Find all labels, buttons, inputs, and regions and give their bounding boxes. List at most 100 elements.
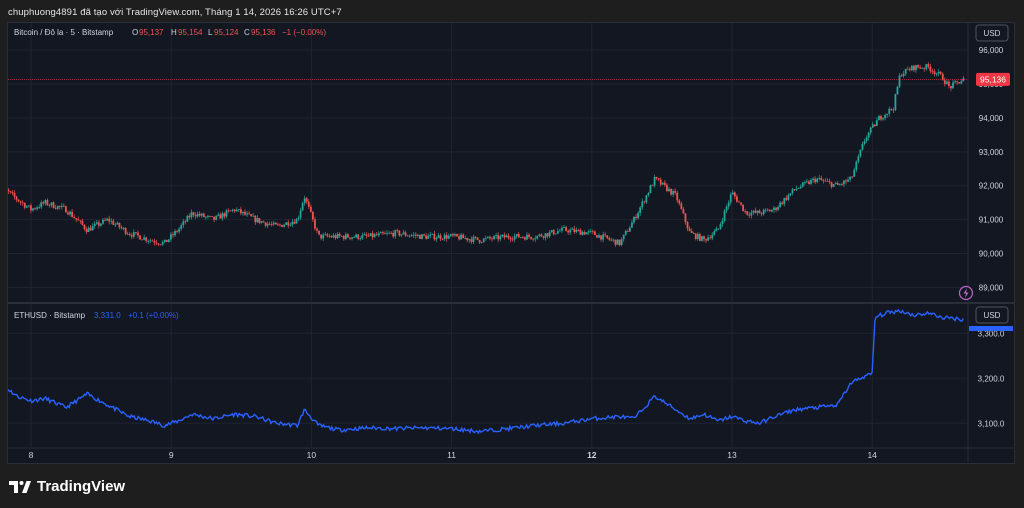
candle-body	[141, 239, 143, 241]
candle-body	[904, 68, 907, 74]
candle-body	[713, 231, 716, 235]
candle-body	[167, 239, 170, 242]
candle-body	[32, 208, 34, 211]
candle-body	[396, 230, 399, 232]
candle-body	[58, 205, 61, 207]
candle-body	[132, 232, 135, 237]
candle-body	[670, 188, 672, 195]
candle-body	[871, 124, 874, 128]
candle-body	[594, 231, 596, 236]
candle-body	[719, 224, 722, 229]
candle-body	[573, 228, 576, 233]
candle-body	[863, 141, 866, 144]
candle-body	[565, 227, 567, 231]
btc-symbol-label[interactable]: Bitcoin / Đô la · 5 · Bitstamp	[14, 28, 114, 37]
candle-body	[386, 232, 388, 234]
candle-body	[423, 234, 425, 236]
candle-body	[122, 228, 125, 229]
candle-body	[15, 196, 18, 200]
candle-body	[143, 237, 146, 240]
candle-body	[583, 231, 586, 235]
candle-body	[392, 232, 395, 237]
candle-body	[474, 236, 477, 238]
candle-body	[886, 113, 889, 115]
candle-body	[377, 233, 380, 236]
candle-body	[7, 189, 10, 192]
candle-body	[458, 236, 460, 240]
candle-body	[589, 230, 592, 232]
candle-body	[312, 211, 314, 220]
candle-body	[52, 202, 55, 209]
candle-body	[785, 198, 788, 200]
candle-body	[157, 243, 160, 245]
candle-body	[410, 235, 413, 236]
candle-body	[906, 68, 909, 70]
candle-body	[497, 235, 500, 240]
candle-body	[347, 234, 349, 238]
candle-body	[135, 232, 137, 233]
candle-body	[287, 222, 290, 226]
chart-container[interactable]: 89,00090,00091,00092,00093,00094,00095,0…	[0, 22, 1015, 464]
candle-body	[744, 211, 747, 212]
candle-body	[828, 181, 831, 183]
candle-body	[913, 65, 915, 71]
candle-body	[880, 116, 882, 120]
candle-body	[781, 202, 784, 204]
eth-price-axis[interactable]: 3,100.0 3,200.0 3,300.0	[978, 329, 1005, 428]
candle-body	[213, 216, 216, 220]
candle-body	[349, 237, 351, 239]
candle-body	[419, 234, 421, 239]
candle-body	[771, 210, 773, 212]
candle-body	[108, 218, 111, 222]
lightning-icon[interactable]	[958, 285, 974, 301]
tradingview-brand[interactable]: TradingView	[9, 478, 125, 495]
candle-body	[958, 82, 961, 84]
candle-body	[359, 238, 362, 240]
candle-body	[400, 234, 403, 236]
eth-symbol-label[interactable]: ETHUSD · Bitstamp	[14, 311, 86, 320]
candle-body	[567, 230, 570, 233]
btc-currency-button[interactable]: USD	[975, 24, 1009, 42]
candle-body	[797, 188, 800, 189]
candle-body	[223, 213, 226, 217]
candle-body	[44, 200, 47, 204]
eth-currency-button[interactable]: USD	[975, 306, 1009, 324]
candle-body	[425, 235, 428, 239]
candle-body	[176, 231, 178, 232]
time-axis[interactable]: 8 9 10 11 12 13 14	[29, 450, 878, 460]
price-tick-label: 93,000	[979, 148, 1004, 157]
candle-body	[466, 237, 469, 241]
candle-body	[264, 222, 267, 226]
candle-body	[548, 232, 551, 237]
chart-svg[interactable]: 89,00090,00091,00092,00093,00094,00095,0…	[0, 23, 1014, 463]
candle-body	[503, 234, 506, 238]
eth-price-tick-label: 3,300.0	[978, 329, 1005, 338]
candle-body	[328, 236, 331, 238]
candle-body	[256, 218, 259, 223]
candle-body	[641, 201, 644, 208]
candle-body	[489, 236, 491, 239]
candle-body	[550, 230, 553, 233]
candle-body	[192, 212, 195, 216]
candle-body	[318, 230, 320, 235]
candle-body	[468, 239, 471, 241]
candle-body	[579, 229, 582, 235]
candle-body	[93, 223, 96, 226]
candle-body	[447, 235, 450, 239]
candle-body	[840, 184, 843, 185]
candle-body	[610, 239, 613, 241]
candle-body	[373, 234, 376, 238]
candle-body	[931, 71, 934, 72]
candle-body	[155, 242, 158, 244]
candle-body	[635, 216, 637, 219]
candle-body	[600, 235, 602, 240]
candle-body	[114, 224, 117, 226]
time-tick-label: 11	[447, 450, 456, 460]
btc-candle-series[interactable]	[0, 62, 965, 247]
candle-body	[285, 222, 288, 225]
candle-body	[493, 236, 495, 240]
candle-body	[923, 68, 926, 69]
candle-body	[225, 210, 228, 217]
eth-line-series[interactable]	[0, 308, 964, 435]
candle-body	[23, 203, 26, 208]
